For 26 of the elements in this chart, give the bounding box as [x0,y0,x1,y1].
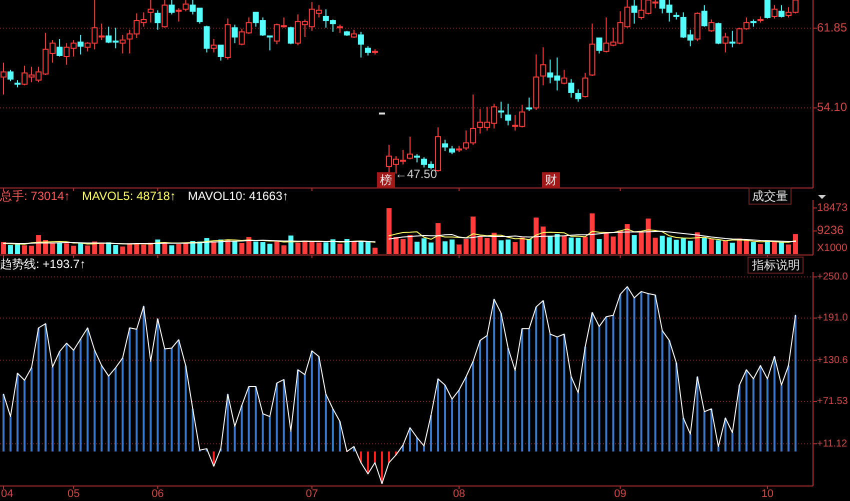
y-tick-label: 18473 [817,202,848,214]
text: 总手: 73014↑ [0,189,70,204]
annotation: 成交量 [752,189,788,204]
y-tick-label: +130.6 [817,354,848,366]
x-tick-label: 10 [761,488,774,500]
x-tick-label: 05 [67,488,80,500]
y-tick-label: +11.12 [817,438,848,450]
y-tick-label: 61.85 [817,20,848,34]
text: MAVOL10: 41663↑ [188,189,288,204]
x-tick-label: 08 [452,488,466,500]
y-tick-label: 54.10 [817,100,848,114]
y-tick-label: +71.53 [817,396,848,408]
x-tick-label: 06 [152,488,164,500]
text: MAVOL5: 48718↑ [82,189,176,204]
x-tick-label: 09 [614,488,626,500]
y-tick-label: 9236 [817,223,844,238]
y-tick-label: +250.0 [817,272,848,283]
annotation: ←47.50 [394,167,438,182]
annotation: 榜 [380,173,392,188]
y-tick-label: +191.0 [817,312,848,324]
y-axis-title: X1000 [817,242,848,254]
x-tick-label: 07 [306,488,318,500]
text: 趋势线: +193.7↑ [0,257,86,272]
x-tick-label: 04 [1,488,14,500]
annotation: 财 [545,173,557,188]
annotation: 指标说明 [751,258,800,272]
